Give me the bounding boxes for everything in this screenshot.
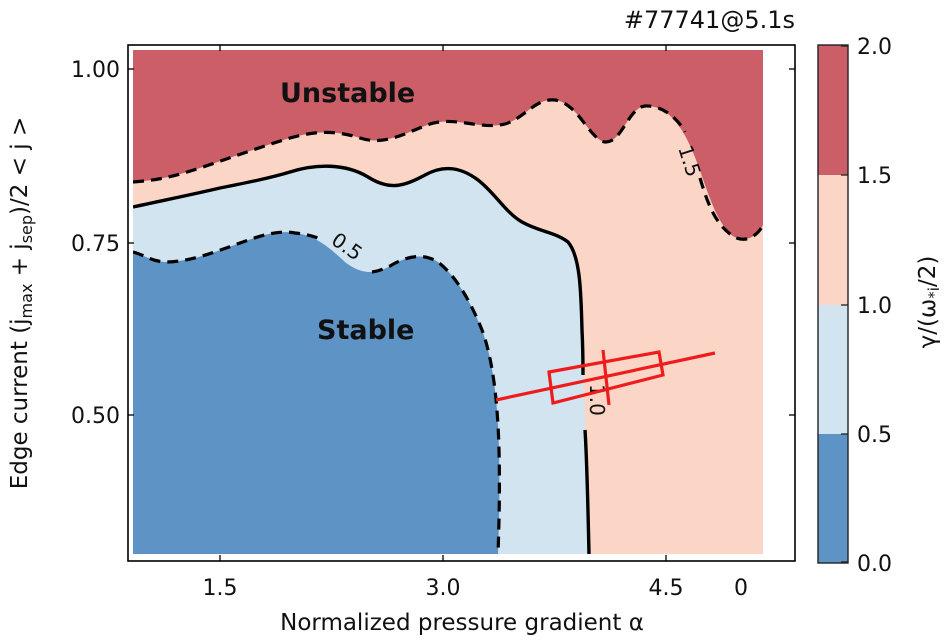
- y-tick-label: 1.00: [71, 58, 120, 83]
- x-axis-label: Normalized pressure gradient α: [280, 610, 644, 636]
- colorbar-tick-label: 0.5: [857, 423, 892, 448]
- contour-line-1.5-segment: [698, 177, 763, 241]
- colorbar: 2.0 1.5 1.0 0.5 0.0 γ/(ω*i/2): [817, 35, 943, 577]
- filled-contours: [133, 50, 763, 554]
- contour-line-0.5-segment: [371, 254, 502, 554]
- y-ticks: [128, 68, 795, 416]
- region-level-0.0-0.5: [133, 232, 500, 554]
- contour-line-0.5: [133, 230, 319, 264]
- operating-point-marker: [495, 349, 716, 406]
- plot-frame: [127, 44, 796, 562]
- y-tick-label: 0.75: [71, 232, 120, 257]
- plot-area: 1.5 0.5 1.0 Unstable Stable 1.5 3.0 4.5: [7, 44, 796, 636]
- x-tick-label: 3.0: [426, 576, 461, 601]
- x-tick-label: 4.5: [649, 576, 684, 601]
- y-axis-label: Edge current (jmax + jsep)/2 < j >: [7, 117, 36, 490]
- contour-line-1.0-segment: [583, 429, 591, 554]
- colorbar-label: γ/(ω*i/2): [915, 256, 943, 349]
- unstable-label: Unstable: [280, 78, 415, 109]
- colorbar-tick-label: 1.0: [857, 294, 892, 319]
- colorbar-segment-1.0-1.5: [818, 175, 848, 305]
- contour-line-1.0: [133, 164, 585, 376]
- chart-title: #77741@5.1s: [624, 6, 795, 34]
- marker-error-box: [547, 350, 665, 405]
- colorbar-segment-0.5-1.0: [818, 305, 848, 434]
- x-tick-label: 1.5: [203, 576, 238, 601]
- x-ticks: [219, 45, 667, 561]
- x-tick-label: 0: [734, 576, 748, 601]
- colorbar-segment-1.5-2.0: [818, 45, 848, 175]
- colorbar-tick-label: 1.5: [857, 164, 892, 189]
- colorbar-segment-0.0-0.5: [818, 434, 848, 563]
- colorbar-tick-label: 0.0: [857, 552, 892, 577]
- marker-vertical-line: [601, 349, 611, 406]
- colorbar-frame: [817, 44, 849, 564]
- colorbar-tick-label: 2.0: [857, 35, 892, 60]
- y-tick-label: 0.50: [71, 404, 120, 429]
- contour-line-1.5: [133, 98, 687, 184]
- stable-label: Stable: [317, 315, 414, 346]
